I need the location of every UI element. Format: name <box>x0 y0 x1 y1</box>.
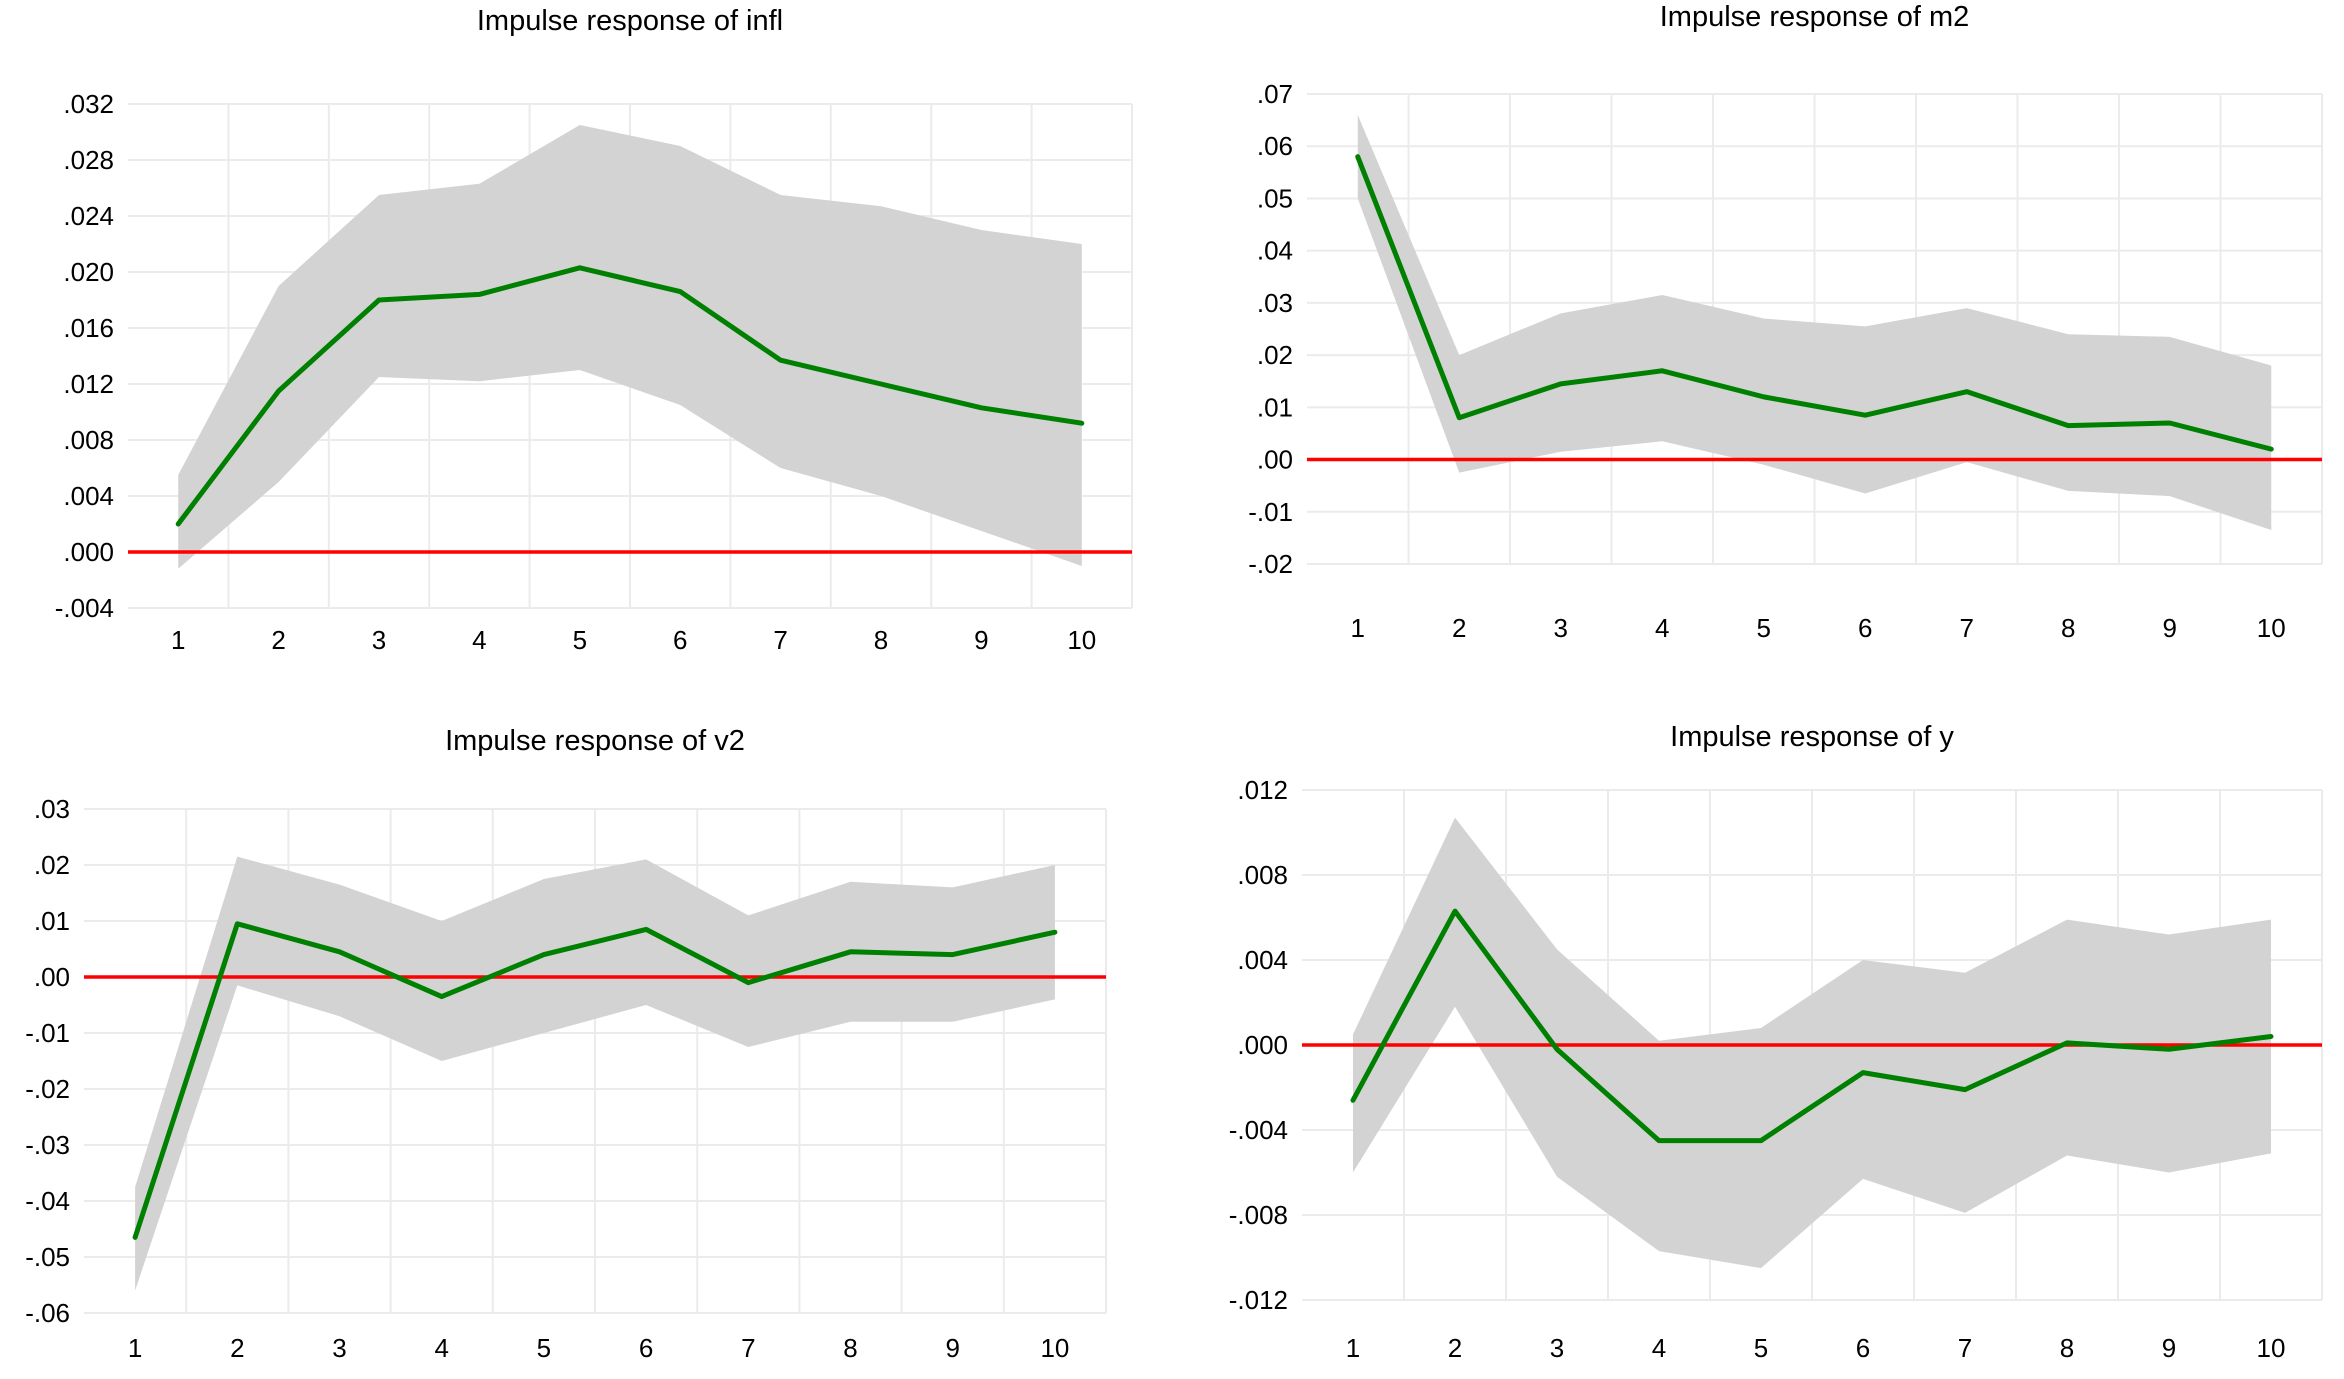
y-tick-label: .000 <box>63 537 114 567</box>
x-tick-label: 9 <box>974 625 988 655</box>
x-tick-label: 2 <box>1448 1333 1462 1363</box>
y-tick-label: .008 <box>1237 860 1288 890</box>
y-tick-label: -.06 <box>25 1298 70 1328</box>
x-tick-label: 7 <box>741 1333 755 1363</box>
y-tick-label: -.012 <box>1229 1285 1288 1315</box>
y-tick-label: .02 <box>34 850 70 880</box>
y-tick-label: .000 <box>1237 1030 1288 1060</box>
y-tick-label: .008 <box>63 425 114 455</box>
y-tick-label: .01 <box>1257 392 1293 422</box>
y-tick-label: .004 <box>1237 945 1288 975</box>
x-tick-label: 9 <box>2162 1333 2176 1363</box>
chart-impulse-response-m2: .07 .06 .05 .04 .03 .02 .01 .00 -.01 -.02 1 2 3 4 5 6 7 8… <box>1172 0 2344 690</box>
y-tick-label: .05 <box>1257 183 1293 213</box>
x-tick-label: 8 <box>2060 1333 2074 1363</box>
chart-title: Impulse response of m2 <box>1660 1 1969 33</box>
x-tick-label: 6 <box>673 625 687 655</box>
x-tick-label: 6 <box>1856 1333 1870 1363</box>
y-tick-label: .04 <box>1257 236 1293 266</box>
x-tick-label: 3 <box>372 625 386 655</box>
response-line <box>1350 908 2274 1144</box>
y-tick-label: -.01 <box>1248 497 1293 527</box>
x-tick-label: 4 <box>1652 1333 1666 1363</box>
x-tick-label: 1 <box>171 625 185 655</box>
y-tick-label: .01 <box>34 906 70 936</box>
response-line <box>1355 154 2274 452</box>
y-tick-label: .024 <box>63 201 114 231</box>
y-tick-label: .032 <box>63 89 114 119</box>
x-tick-label: 6 <box>639 1333 653 1363</box>
chart-impulse-response-v2: .03 .02 .01 .00 -.01 -.02 -.03 -.04 -.05 -.06 1 2 3 4… <box>0 690 1172 1379</box>
y-tick-label: .012 <box>63 369 114 399</box>
y-tick-label: .03 <box>34 794 70 824</box>
y-tick-label: -.05 <box>25 1242 70 1272</box>
x-tick-label: 7 <box>1960 613 1974 643</box>
x-tick-label: 4 <box>434 1333 448 1363</box>
chart-svg-v2: .03 .02 .01 .00 -.01 -.02 -.03 -.04 -.05 -.06 1 2 3 4… <box>25 725 1107 1363</box>
y-tick-label: -.004 <box>1229 1115 1288 1145</box>
y-tick-label: .03 <box>1257 288 1293 318</box>
x-tick-label: 1 <box>1346 1333 1360 1363</box>
x-tick-label: 9 <box>2163 613 2177 643</box>
y-tick-label: -.004 <box>55 593 114 623</box>
y-tick-label: -.03 <box>25 1130 70 1160</box>
y-tick-label: .00 <box>34 962 70 992</box>
x-tick-label: 3 <box>1550 1333 1564 1363</box>
chart-title: Impulse response of infl <box>477 5 783 37</box>
chart-title: Impulse response of v2 <box>445 725 745 757</box>
chart-svg-y: .012 .008 .004 .000 -.004 -.008 -.012 1 2 3 4 5 6 7 8 9… <box>1229 721 2323 1363</box>
y-tick-label: .00 <box>1257 445 1293 475</box>
x-tick-label: 10 <box>2257 1333 2286 1363</box>
y-tick-label: .020 <box>63 257 114 287</box>
confidence-band <box>1357 114 2272 531</box>
chart-impulse-response-y: .012 .008 .004 .000 -.004 -.008 -.012 1 2 3 4 5 6 7 8 9… <box>1172 690 2344 1379</box>
y-tick-label: .02 <box>1257 340 1293 370</box>
x-tick-label: 2 <box>1452 613 1466 643</box>
x-tick-label: 5 <box>537 1333 551 1363</box>
confidence-band <box>1353 817 2271 1269</box>
x-tick-label: 3 <box>1554 613 1568 643</box>
y-tick-label: .016 <box>63 313 114 343</box>
chart-impulse-response-infl: .032 .028 .024 .020 .016 .012 .008 .004 .000 -.00… <box>0 0 1172 690</box>
chart-svg-infl: .032 .028 .024 .020 .016 .012 .008 .004 .000 -.00… <box>55 5 1133 655</box>
response-line <box>175 265 1085 527</box>
x-tick-label: 7 <box>773 625 787 655</box>
y-tick-label: -.01 <box>25 1018 70 1048</box>
y-tick-label: -.04 <box>25 1186 70 1216</box>
x-tick-label: 2 <box>230 1333 244 1363</box>
x-tick-label: 5 <box>573 625 587 655</box>
x-tick-label: 7 <box>1958 1333 1972 1363</box>
x-tick-label: 10 <box>1067 625 1096 655</box>
y-tick-label: -.02 <box>25 1074 70 1104</box>
x-tick-label: 1 <box>128 1333 142 1363</box>
x-tick-label: 8 <box>874 625 888 655</box>
confidence-band <box>178 125 1082 569</box>
y-tick-label: .06 <box>1257 131 1293 161</box>
chart-svg-m2: .07 .06 .05 .04 .03 .02 .01 .00 -.01 -.02 1 2 3 4 5 6 7 8… <box>1248 1 2323 643</box>
x-tick-label: 6 <box>1858 613 1872 643</box>
x-tick-label: 10 <box>2257 613 2286 643</box>
x-tick-label: 5 <box>1757 613 1771 643</box>
x-tick-label: 8 <box>2061 613 2075 643</box>
x-tick-label: 4 <box>472 625 486 655</box>
x-tick-label: 9 <box>945 1333 959 1363</box>
x-tick-label: 5 <box>1754 1333 1768 1363</box>
x-tick-label: 2 <box>271 625 285 655</box>
x-tick-label: 8 <box>843 1333 857 1363</box>
y-tick-label: -.02 <box>1248 549 1293 579</box>
y-tick-label: .004 <box>63 481 114 511</box>
x-tick-label: 3 <box>332 1333 346 1363</box>
x-tick-label: 4 <box>1655 613 1669 643</box>
chart-title: Impulse response of y <box>1670 721 1954 753</box>
x-tick-label: 10 <box>1040 1333 1069 1363</box>
y-tick-label: .028 <box>63 145 114 175</box>
y-tick-label: -.008 <box>1229 1200 1288 1230</box>
response-line <box>132 921 1058 1240</box>
y-tick-label: .012 <box>1237 775 1288 805</box>
x-tick-label: 1 <box>1351 613 1365 643</box>
y-tick-label: .07 <box>1257 79 1293 109</box>
